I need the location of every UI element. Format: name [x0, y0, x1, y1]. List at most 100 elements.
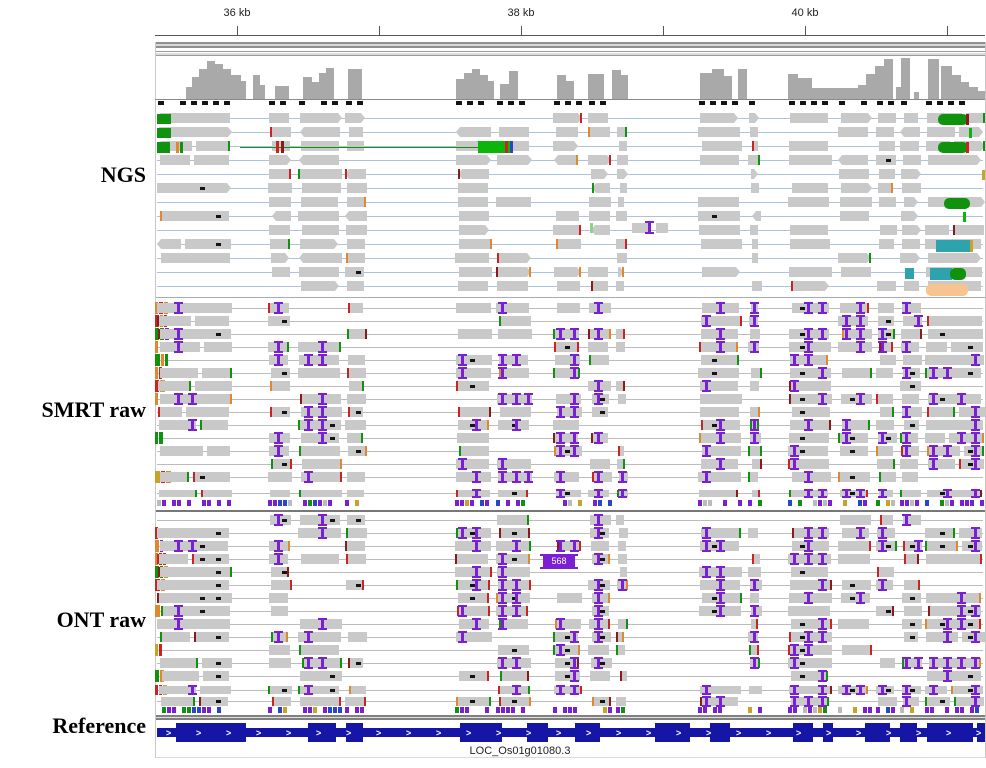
read-segment[interactable] — [592, 593, 610, 603]
read-segment[interactable] — [925, 433, 945, 443]
insertion-marker[interactable] — [804, 527, 813, 539]
read-segment[interactable] — [345, 697, 366, 706]
read-segment[interactable] — [618, 554, 627, 564]
insertion-marker[interactable] — [594, 380, 603, 392]
read-segment[interactable] — [192, 554, 229, 564]
read-segment[interactable] — [160, 541, 228, 551]
read-segment[interactable] — [900, 141, 919, 151]
read-segment[interactable] — [299, 267, 339, 277]
read-segment[interactable] — [456, 368, 491, 378]
read-segment[interactable] — [160, 658, 198, 668]
read-segment[interactable] — [618, 541, 626, 551]
read-segment[interactable] — [347, 197, 366, 207]
read-segment[interactable] — [927, 316, 982, 326]
insertion-marker[interactable] — [274, 302, 283, 314]
read-segment[interactable] — [618, 619, 628, 629]
insertion-marker[interactable] — [702, 471, 711, 483]
coverage-bar[interactable] — [700, 73, 712, 99]
read-segment[interactable] — [300, 394, 341, 404]
read-segment[interactable] — [457, 433, 489, 443]
read-segment[interactable] — [902, 472, 918, 482]
read-segment[interactable] — [616, 211, 627, 221]
insertion-marker[interactable] — [304, 657, 313, 669]
insertion-marker[interactable] — [818, 618, 827, 630]
insertion-marker[interactable] — [750, 579, 759, 591]
read-segment[interactable] — [500, 407, 531, 417]
read-segment[interactable] — [497, 459, 531, 469]
insertion-marker[interactable] — [594, 527, 603, 539]
read-segment[interactable] — [157, 128, 171, 138]
read-segment[interactable] — [456, 490, 490, 497]
read-segment[interactable] — [900, 127, 920, 137]
read-segment[interactable] — [160, 632, 190, 642]
insertion-marker[interactable] — [556, 685, 565, 695]
read-segment[interactable] — [157, 619, 230, 629]
coverage-bar[interactable] — [319, 73, 326, 99]
read-segment[interactable] — [751, 606, 762, 616]
insertion-marker[interactable] — [498, 605, 507, 617]
read-segment[interactable] — [459, 446, 489, 456]
insertion-marker[interactable] — [498, 566, 507, 578]
insertion-marker[interactable] — [594, 432, 603, 444]
read-segment[interactable] — [301, 433, 339, 443]
insertion-marker[interactable] — [702, 315, 711, 327]
insertion-marker[interactable] — [878, 328, 887, 340]
read-segment[interactable] — [158, 407, 182, 417]
insertion-marker[interactable] — [498, 458, 507, 470]
read-segment[interactable] — [752, 141, 758, 151]
read-segment[interactable] — [499, 619, 528, 629]
insertion-marker[interactable] — [842, 685, 851, 695]
read-segment[interactable] — [902, 407, 922, 417]
read-segment[interactable] — [186, 407, 229, 417]
read-segment[interactable] — [592, 472, 612, 482]
coverage-bar[interactable] — [901, 58, 910, 99]
insertion-marker[interactable] — [318, 419, 327, 431]
read-segment[interactable] — [700, 394, 742, 404]
insertion-marker[interactable] — [957, 618, 966, 630]
read-segment[interactable] — [750, 407, 760, 417]
read-segment[interactable] — [298, 420, 341, 430]
insertion-marker[interactable] — [856, 302, 865, 314]
insertion-marker[interactable] — [790, 458, 799, 470]
coverage-bar[interactable] — [464, 73, 472, 99]
read-segment[interactable] — [616, 342, 625, 352]
read-segment[interactable] — [347, 281, 364, 291]
insertion-marker[interactable] — [750, 315, 759, 327]
read-segment[interactable] — [966, 113, 985, 123]
read-segment[interactable] — [302, 225, 339, 235]
read-segment[interactable] — [556, 239, 581, 249]
read-segment[interactable] — [194, 155, 229, 165]
read-segment[interactable] — [553, 329, 579, 339]
insertion-marker[interactable] — [304, 419, 313, 431]
read-segment[interactable] — [789, 632, 832, 642]
coverage-bar[interactable] — [275, 86, 289, 99]
read-segment[interactable] — [496, 197, 531, 207]
insertion-marker[interactable] — [716, 328, 725, 340]
read-segment[interactable] — [553, 420, 579, 430]
read-segment[interactable] — [903, 155, 921, 165]
insertion-marker[interactable] — [174, 302, 183, 314]
insertion-marker[interactable] — [902, 514, 911, 526]
read-segment[interactable] — [928, 394, 981, 404]
read-segment[interactable] — [926, 593, 981, 603]
insertion-marker[interactable] — [594, 605, 603, 617]
insertion-marker[interactable] — [512, 592, 521, 604]
read-segment[interactable] — [157, 114, 171, 124]
read-segment[interactable] — [953, 225, 984, 235]
read-segment[interactable] — [346, 528, 367, 538]
insertion-marker[interactable] — [498, 618, 507, 630]
read-segment[interactable] — [936, 240, 972, 252]
read-segment[interactable] — [456, 459, 489, 469]
read-segment[interactable] — [752, 253, 758, 263]
read-segment[interactable] — [839, 169, 869, 179]
read-segment[interactable] — [347, 141, 364, 151]
insertion-marker[interactable] — [472, 527, 481, 539]
read-segment[interactable] — [299, 645, 339, 655]
coverage-bar[interactable] — [978, 91, 985, 99]
insertion-marker[interactable] — [750, 432, 759, 444]
read-segment[interactable] — [959, 528, 982, 538]
insertion-marker[interactable] — [594, 631, 603, 643]
read-segment[interactable] — [270, 515, 291, 525]
insertion-marker[interactable] — [174, 618, 183, 630]
read-segment[interactable] — [619, 528, 628, 538]
